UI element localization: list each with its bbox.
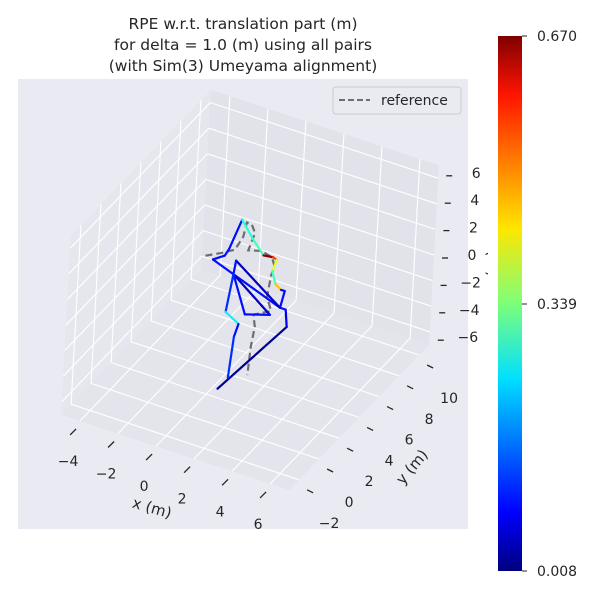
x-tick-label-mark: [145, 453, 153, 461]
y-gridline: [90, 382, 320, 460]
x-tick-label: 4: [216, 504, 225, 520]
z-tick-label: 4: [470, 193, 479, 209]
y-gridline: [110, 362, 340, 439]
y-gridline: [170, 299, 400, 377]
x-tick-label: 6: [254, 517, 263, 533]
chart-title-line-2: for delta = 1.0 (m) using all pairs: [114, 36, 372, 54]
z-tick-label: −6: [457, 330, 478, 346]
x-tick-label: 0: [140, 479, 149, 495]
z-gridline: [210, 102, 439, 179]
x-tick-label-mark: [221, 478, 229, 486]
colorbar-tick-mid: 0.339: [537, 297, 577, 313]
x-tick-label-mark: [69, 428, 77, 436]
y-tick-label-mark: [426, 364, 434, 369]
estimate-segment: [235, 259, 282, 309]
estimate-segment: [232, 272, 272, 316]
x-tick-label-mark: [107, 441, 115, 448]
y-tick-label-mark: [306, 489, 314, 494]
z-gridline: [201, 255, 430, 333]
estimate-segment: [243, 313, 272, 316]
y-tick-label: 2: [365, 474, 374, 490]
z-gridline: [67, 153, 208, 300]
chart-title-line-1: RPE w.r.t. translation part (m): [128, 15, 357, 33]
legend: reference: [332, 86, 462, 115]
z-tick-label: 6: [472, 166, 481, 182]
estimate-segment: [284, 308, 288, 329]
z-gridline: [208, 127, 437, 205]
colorbar: 0.670 0.339 0.008: [488, 29, 577, 580]
estimate-segment: [251, 237, 265, 257]
z-tick-label: −2: [460, 275, 481, 291]
estimate-segment: [271, 270, 277, 286]
x-tick-label-mark: [259, 491, 267, 499]
z-tick-label: 2: [469, 221, 478, 237]
z-tick-label: −4: [459, 303, 480, 319]
estimate-segment: [271, 258, 278, 273]
estimate-segment: [232, 322, 240, 338]
colorbar-gradient: [498, 36, 522, 571]
estimate-trajectory: [211, 218, 288, 390]
y-tick-label: 10: [440, 391, 458, 407]
z-gridline: [203, 230, 432, 307]
y-tick-label: 0: [345, 495, 354, 511]
y-gridline: [130, 341, 360, 418]
y-tick-label-mark: [346, 447, 354, 452]
estimate-segment: [224, 310, 240, 326]
z-gridline: [62, 230, 204, 377]
estimate-segment: [226, 335, 235, 379]
estimate-segment: [223, 248, 231, 257]
y-tick-label: −2: [319, 516, 340, 532]
gridlines: [61, 96, 439, 485]
y-tick-label-mark: [386, 406, 394, 411]
z-gridline: [204, 204, 433, 282]
x-tick-label: 2: [178, 492, 187, 508]
y-gridline: [70, 403, 300, 481]
y-tick-label: 8: [425, 412, 434, 428]
estimate-segment: [211, 258, 282, 309]
z-tick-label: 0: [468, 248, 477, 264]
legend-reference-label: reference: [381, 93, 448, 109]
z-gridline: [65, 179, 207, 326]
estimate-segment: [211, 254, 226, 261]
colorbar-tick-min: 0.008: [537, 564, 577, 580]
y-tick-label-mark: [406, 385, 414, 390]
legend-box: [332, 86, 462, 115]
estimate-segment: [232, 272, 246, 316]
estimate-segment: [227, 218, 244, 251]
estimate-segment: [262, 254, 275, 259]
reference-trajectory: [205, 221, 276, 376]
estimate-segment: [232, 259, 238, 276]
z-gridline: [64, 204, 205, 351]
estimate-segment: [216, 325, 288, 390]
z-gridline: [68, 127, 210, 275]
z-gridline: [207, 153, 436, 230]
estimate-segment: [241, 218, 254, 240]
z-gridline: [69, 102, 211, 249]
x-tick-label: −2: [96, 467, 117, 483]
x-tick-label-mark: [183, 466, 191, 474]
estimate-segment: [224, 272, 235, 313]
y-tick-label-mark: [366, 426, 374, 431]
z-gridline: [205, 178, 435, 256]
y-tick-label: 4: [385, 453, 394, 469]
reference-path: [205, 221, 276, 376]
y-tick-label: 6: [405, 433, 414, 449]
y-tick-label-mark: [326, 468, 334, 473]
estimate-segment: [274, 283, 283, 291]
colorbar-tick-max: 0.670: [537, 29, 577, 45]
chart-title-line-3: (with Sim(3) Umeyama alignment): [109, 57, 378, 75]
x-tick-label: −4: [58, 454, 79, 470]
y-gridline: [150, 320, 380, 398]
z-gridline: [61, 255, 203, 403]
estimate-segment: [278, 290, 286, 309]
